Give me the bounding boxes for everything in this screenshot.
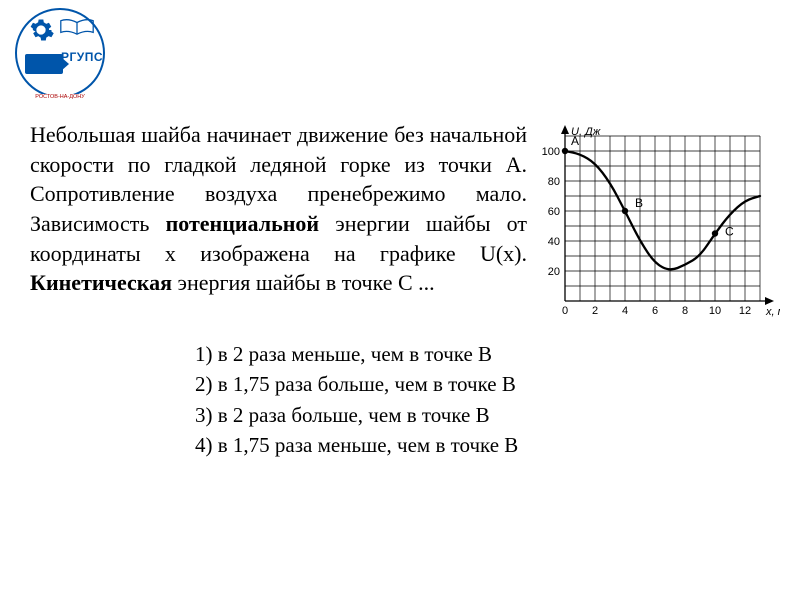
svg-text:B: B [635,196,643,210]
svg-text:A: A [571,134,579,148]
svg-text:2: 2 [592,305,598,317]
problem-part-3: энергия шайбы в точке С ... [172,270,435,295]
svg-text:6: 6 [652,305,658,317]
svg-text:0: 0 [562,305,568,317]
svg-text:40: 40 [548,236,560,248]
answer-text: в 2 раза больше, чем в точке В [218,403,490,427]
logo-circle: РГУПС РОСТОВ-НА-ДОНУ [15,8,105,98]
svg-text:100: 100 [542,146,560,158]
answer-option: 3) в 2 раза больше, чем в точке В [195,400,800,430]
answer-text: в 1,75 раза меньше, чем в точке В [218,433,519,457]
svg-text:20: 20 [548,266,560,278]
answer-number: 1) [195,342,213,366]
answer-number: 2) [195,372,213,396]
problem-statement: Небольшая шайба начинает движение без на… [30,120,527,334]
answer-option: 4) в 1,75 раза меньше, чем в точке В [195,430,800,460]
logo-ribbon: РОСТОВ-НА-ДОНУ [33,94,86,100]
svg-text:C: C [725,225,734,239]
svg-text:4: 4 [622,305,628,317]
energy-chart: 02468101220406080100x, мU, ДжABC [535,120,780,334]
chart-svg: 02468101220406080100x, мU, ДжABC [535,124,780,329]
answer-number: 3) [195,403,213,427]
university-logo: РГУПС РОСТОВ-НА-ДОНУ [15,8,125,93]
problem-bold-1: потенциальной [166,211,320,236]
svg-text:12: 12 [739,305,751,317]
answer-text: в 1,75 раза больше, чем в точке В [218,372,516,396]
gear-icon [27,16,55,44]
svg-text:10: 10 [709,305,721,317]
answer-options: 1) в 2 раза меньше, чем в точке В 2) в 1… [0,334,800,461]
train-icon [25,54,63,74]
svg-text:x, м: x, м [765,306,780,318]
book-icon [59,16,95,38]
svg-text:80: 80 [548,176,560,188]
answer-text: в 2 раза меньше, чем в точке В [218,342,492,366]
logo-acronym: РГУПС [61,50,103,64]
answer-number: 4) [195,433,213,457]
problem-bold-2: Кинетическая [30,270,172,295]
answer-option: 2) в 1,75 раза больше, чем в точке В [195,369,800,399]
svg-text:60: 60 [548,206,560,218]
answer-option: 1) в 2 раза меньше, чем в точке В [195,339,800,369]
svg-text:8: 8 [682,305,688,317]
